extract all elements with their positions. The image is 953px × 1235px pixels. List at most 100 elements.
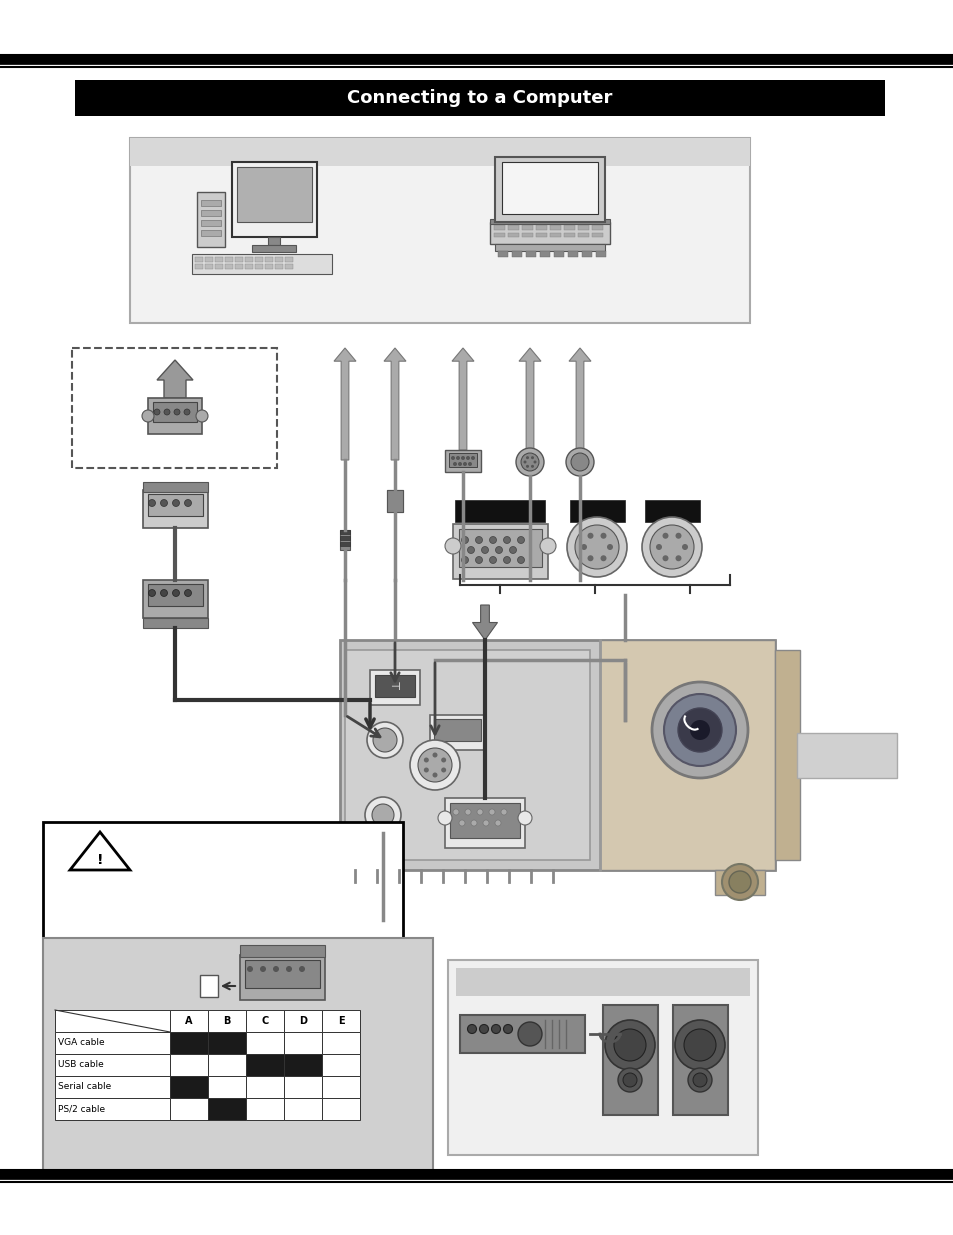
Bar: [495, 245, 604, 251]
Text: Connecting to a Computer: Connecting to a Computer: [347, 89, 612, 107]
Circle shape: [491, 1025, 500, 1034]
Bar: [274, 257, 283, 262]
Bar: [143, 482, 208, 492]
Bar: [339, 542, 350, 546]
Bar: [458, 529, 541, 567]
Text: Serial cable: Serial cable: [58, 1083, 112, 1092]
Circle shape: [520, 453, 538, 471]
Circle shape: [298, 966, 305, 972]
Circle shape: [417, 748, 452, 782]
Circle shape: [539, 538, 556, 555]
Bar: [268, 237, 280, 245]
Circle shape: [661, 556, 668, 561]
Bar: [567, 251, 578, 257]
Bar: [208, 1032, 246, 1053]
Circle shape: [432, 752, 437, 757]
FancyArrow shape: [157, 359, 193, 398]
Bar: [234, 264, 243, 269]
Circle shape: [517, 811, 532, 825]
Circle shape: [721, 864, 758, 900]
Circle shape: [604, 1020, 655, 1070]
Bar: [507, 225, 518, 230]
Circle shape: [678, 708, 721, 752]
Bar: [240, 955, 325, 1000]
Bar: [143, 618, 208, 629]
Bar: [521, 225, 533, 230]
Text: B: B: [223, 1016, 231, 1026]
Circle shape: [465, 456, 470, 459]
Bar: [152, 403, 196, 422]
Circle shape: [149, 499, 155, 506]
Circle shape: [440, 767, 446, 773]
Circle shape: [587, 556, 593, 561]
Circle shape: [453, 462, 456, 466]
Circle shape: [618, 1068, 641, 1092]
Polygon shape: [387, 490, 402, 513]
Circle shape: [460, 456, 464, 459]
Bar: [444, 450, 480, 472]
Bar: [774, 650, 800, 860]
Circle shape: [423, 757, 429, 762]
FancyArrow shape: [452, 348, 474, 450]
Bar: [339, 640, 774, 869]
Circle shape: [531, 456, 534, 459]
Bar: [252, 245, 295, 252]
Circle shape: [622, 1073, 637, 1087]
Circle shape: [471, 456, 475, 459]
Circle shape: [687, 1068, 711, 1092]
Circle shape: [649, 525, 693, 569]
Bar: [444, 798, 524, 848]
Circle shape: [689, 720, 709, 740]
Circle shape: [681, 543, 687, 550]
Circle shape: [525, 456, 529, 459]
Circle shape: [372, 804, 394, 826]
Bar: [246, 1076, 284, 1098]
Circle shape: [461, 557, 468, 563]
Bar: [265, 257, 273, 262]
Text: ⊣: ⊣: [390, 682, 399, 692]
Circle shape: [184, 499, 192, 506]
Bar: [599, 640, 774, 869]
Bar: [322, 1010, 359, 1032]
Bar: [208, 1076, 246, 1098]
Text: USB cable: USB cable: [58, 1061, 104, 1070]
Circle shape: [613, 640, 637, 664]
Circle shape: [661, 532, 668, 538]
Circle shape: [495, 547, 502, 553]
Circle shape: [500, 809, 506, 815]
Bar: [245, 960, 319, 988]
Bar: [550, 233, 560, 237]
Circle shape: [503, 536, 510, 543]
Circle shape: [456, 456, 459, 459]
Circle shape: [172, 589, 179, 597]
Circle shape: [599, 556, 606, 561]
Bar: [525, 251, 536, 257]
Circle shape: [575, 525, 618, 569]
Bar: [449, 453, 476, 467]
Bar: [265, 264, 273, 269]
Circle shape: [517, 557, 524, 563]
Bar: [796, 734, 896, 778]
Bar: [554, 251, 563, 257]
Bar: [55, 1098, 170, 1120]
Circle shape: [663, 694, 735, 766]
Circle shape: [599, 532, 606, 538]
Bar: [339, 530, 350, 534]
Circle shape: [475, 557, 482, 563]
Circle shape: [451, 456, 455, 459]
Bar: [170, 1076, 208, 1098]
Circle shape: [641, 517, 701, 577]
Bar: [201, 220, 221, 226]
Bar: [494, 225, 504, 230]
Bar: [644, 500, 700, 522]
Circle shape: [509, 547, 516, 553]
Bar: [285, 257, 293, 262]
Bar: [602, 1005, 658, 1115]
Bar: [43, 823, 402, 962]
Bar: [387, 490, 402, 513]
Bar: [455, 500, 544, 522]
Bar: [578, 233, 588, 237]
Bar: [200, 974, 218, 997]
Circle shape: [606, 543, 613, 550]
Circle shape: [651, 682, 747, 778]
